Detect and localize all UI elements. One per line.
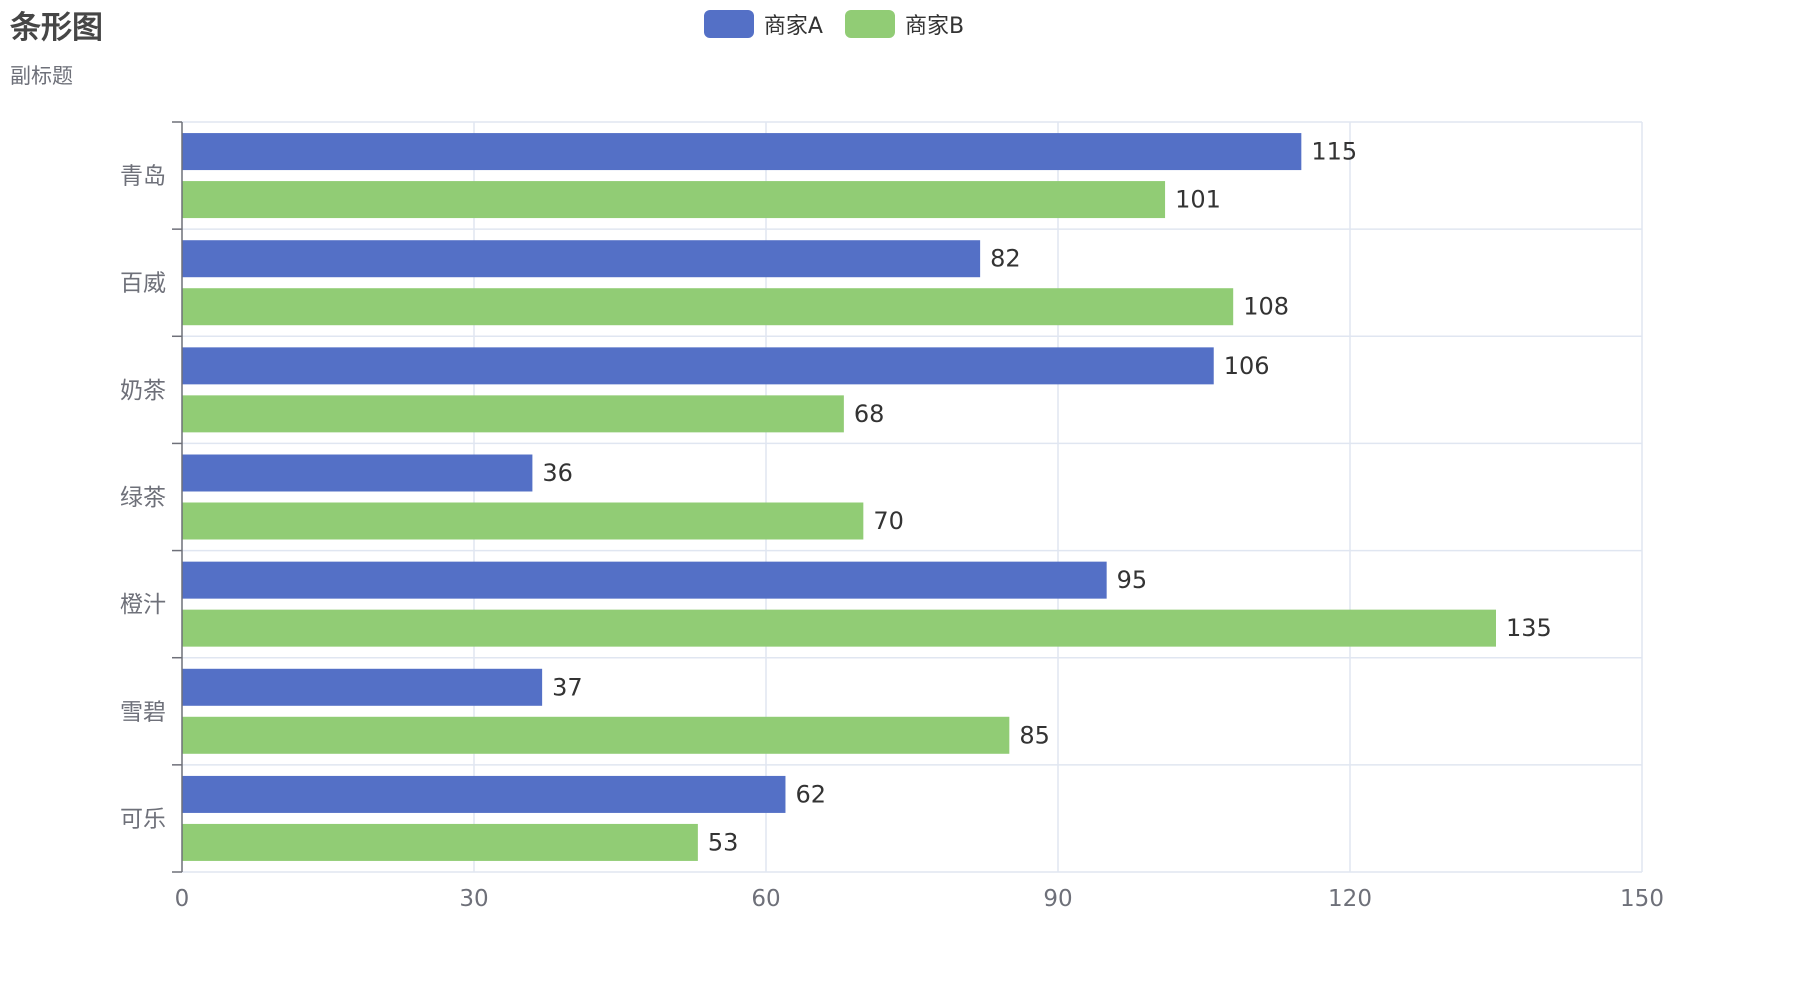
data-label: 135 xyxy=(1506,614,1552,642)
legend-label-series-b: 商家B xyxy=(904,14,965,39)
chart-subtitle: 副标题 xyxy=(10,64,73,88)
bar[interactable] xyxy=(182,181,1166,219)
axes: 可乐 雪碧 橙汁 绿茶 奶茶 百威 青岛 0 30 60 90 120 150 xyxy=(120,121,1664,912)
bar[interactable] xyxy=(182,775,786,813)
x-axis-tick-label: 120 xyxy=(1328,886,1372,912)
x-axis-tick-label: 60 xyxy=(751,886,780,912)
x-axis-tick-label: 90 xyxy=(1043,886,1072,912)
grid-lines xyxy=(182,121,1643,873)
legend-item-series-a[interactable]: 商家A xyxy=(703,8,823,40)
y-axis-tick-label: 橙汁 xyxy=(120,592,166,618)
data-label: 101 xyxy=(1175,186,1221,214)
y-axis-tick-label: 雪碧 xyxy=(120,699,166,725)
bar[interactable] xyxy=(182,716,1010,754)
bar[interactable] xyxy=(182,454,533,492)
data-label: 37 xyxy=(552,673,583,701)
y-axis-tick-label: 绿茶 xyxy=(120,485,166,511)
data-labels: 62 53 37 85 95 135 36 70 106 68 82 108 115 101 xyxy=(542,138,1551,857)
data-label: 115 xyxy=(1311,138,1357,166)
x-axis-tick-label: 150 xyxy=(1620,886,1664,912)
data-label: 108 xyxy=(1243,293,1289,321)
bar[interactable] xyxy=(182,561,1107,599)
y-axis-tick-label: 百威 xyxy=(120,271,166,297)
y-axis-tick-label: 可乐 xyxy=(120,806,166,832)
bar[interactable] xyxy=(182,395,844,433)
x-axis-tick-label: 30 xyxy=(459,886,488,912)
bar[interactable] xyxy=(182,133,1302,171)
x-axis-tick-label: 0 xyxy=(175,886,190,912)
legend-item-series-b[interactable]: 商家B xyxy=(844,8,965,40)
data-label: 53 xyxy=(708,828,739,856)
data-label: 85 xyxy=(1019,721,1050,749)
legend-swatch-series-b xyxy=(844,10,895,38)
y-axis-tick-label: 奶茶 xyxy=(120,378,166,404)
bar[interactable] xyxy=(182,609,1496,647)
legend-swatch-series-a xyxy=(703,10,754,38)
bar[interactable] xyxy=(182,288,1234,326)
bar[interactable] xyxy=(182,502,864,540)
bar[interactable] xyxy=(182,347,1214,385)
data-label: 106 xyxy=(1224,352,1270,380)
data-label: 36 xyxy=(542,459,573,487)
data-label: 68 xyxy=(854,400,885,428)
legend-label-series-a: 商家A xyxy=(763,14,823,39)
chart-title: 条形图 xyxy=(10,10,103,46)
y-axis-tick-label: 青岛 xyxy=(120,164,166,190)
bars xyxy=(182,133,1496,861)
data-label: 70 xyxy=(873,507,904,535)
legend: 商家A 商家B xyxy=(0,8,1734,40)
bar[interactable] xyxy=(182,823,698,861)
data-label: 82 xyxy=(990,245,1021,273)
data-label: 62 xyxy=(795,780,826,808)
bar[interactable] xyxy=(182,668,543,706)
bar[interactable] xyxy=(182,240,981,278)
data-label: 95 xyxy=(1117,566,1148,594)
